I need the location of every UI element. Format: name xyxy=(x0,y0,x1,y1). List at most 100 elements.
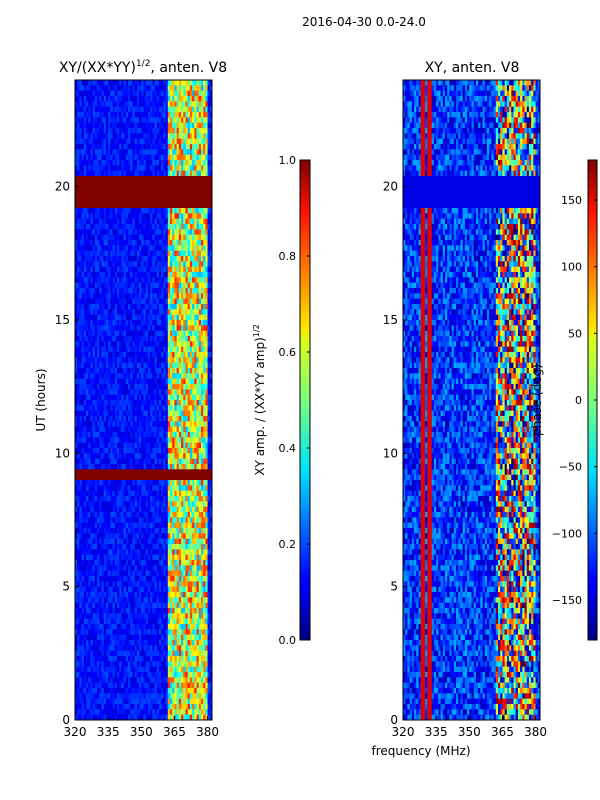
heatmap-cell xyxy=(172,80,175,86)
heatmap-cell xyxy=(189,165,193,172)
heatmap-cell xyxy=(108,245,111,252)
heatmap-cell xyxy=(94,106,98,113)
heatmap-cell xyxy=(152,298,155,305)
heatmap-cell xyxy=(141,453,144,460)
heatmap-cell xyxy=(132,336,136,342)
heatmap-cell xyxy=(110,250,113,257)
heatmap-cell xyxy=(181,117,184,124)
heatmap-cell xyxy=(134,368,138,374)
heatmap-cell xyxy=(187,80,191,86)
heatmap-cell xyxy=(75,154,78,161)
heatmap-cell xyxy=(189,501,193,508)
heatmap-cell xyxy=(192,432,195,438)
heatmap-cell xyxy=(147,261,151,268)
heatmap-cell xyxy=(108,133,111,140)
heatmap-cell xyxy=(101,485,105,492)
heatmap-cell xyxy=(143,101,147,108)
heatmap-cell xyxy=(174,128,178,134)
heatmap-cell xyxy=(143,149,147,156)
heatmap-cell xyxy=(99,112,102,118)
heatmap-cell xyxy=(152,90,155,97)
heatmap-cell xyxy=(145,149,149,156)
heatmap-cell xyxy=(141,165,144,172)
heatmap-cell xyxy=(207,240,211,246)
heatmap-cell xyxy=(114,128,118,134)
heatmap-cell xyxy=(196,480,200,486)
heatmap-cell xyxy=(152,192,155,198)
heatmap-cell xyxy=(123,144,127,150)
heatmap-cell xyxy=(205,165,208,172)
heatmap-cell xyxy=(125,90,129,97)
heatmap-cell xyxy=(136,293,140,300)
heatmap-cell xyxy=(86,362,89,369)
heatmap-cell xyxy=(79,208,83,214)
heatmap-cell xyxy=(75,192,78,198)
amplitude-panel-title: XY/(XX*YY)1/2, anten. V8 xyxy=(59,59,227,76)
heatmap-cell xyxy=(178,421,182,428)
heatmap-cell xyxy=(141,304,144,310)
heatmap-cell xyxy=(167,213,171,220)
heatmap-cell xyxy=(116,149,120,156)
heatmap-cell xyxy=(75,442,78,449)
heatmap-cell xyxy=(119,458,122,465)
heatmap-cell xyxy=(79,282,83,289)
heatmap-cell xyxy=(119,170,122,177)
heatmap-cell xyxy=(125,128,129,134)
heatmap-cell xyxy=(185,325,189,332)
heatmap-cell xyxy=(181,160,184,166)
heatmap-cell xyxy=(119,469,122,476)
heatmap-cell xyxy=(152,224,155,230)
heatmap-cell xyxy=(189,336,193,342)
heatmap-cell xyxy=(119,448,122,454)
heatmap-cell xyxy=(152,474,155,481)
heatmap-cell xyxy=(94,112,98,118)
heatmap-cell xyxy=(172,400,175,406)
heatmap-cell xyxy=(134,90,138,97)
heatmap-cell xyxy=(108,362,111,369)
heatmap-cell xyxy=(90,405,94,412)
heatmap-cell xyxy=(183,117,186,124)
heatmap-cell xyxy=(114,432,118,438)
heatmap-cell xyxy=(172,256,175,262)
heatmap-cell xyxy=(203,389,206,396)
heatmap-cell xyxy=(209,80,213,86)
heatmap-cell xyxy=(156,352,160,358)
heatmap-cell xyxy=(194,464,197,470)
heatmap-cell xyxy=(163,416,166,422)
heatmap-cell xyxy=(185,330,189,337)
heatmap-cell xyxy=(88,218,91,225)
heatmap-cell xyxy=(101,106,105,113)
heatmap-cell xyxy=(163,101,166,108)
heatmap-cell xyxy=(152,149,155,156)
heatmap-cell xyxy=(114,400,118,406)
heatmap-cell xyxy=(165,501,169,508)
heatmap-cell xyxy=(207,288,211,294)
heatmap-cell xyxy=(99,224,102,230)
heatmap-cell xyxy=(152,330,155,337)
heatmap-cell xyxy=(83,453,87,460)
heatmap-cell xyxy=(83,341,87,348)
heatmap-cell xyxy=(83,272,87,278)
heatmap-cell xyxy=(119,96,122,102)
heatmap-cell xyxy=(189,298,193,305)
heatmap-cell xyxy=(110,234,113,241)
heatmap-cell xyxy=(119,506,122,513)
heatmap-cell xyxy=(121,240,125,246)
heatmap-cell xyxy=(130,298,133,305)
heatmap-cell xyxy=(75,346,78,353)
heatmap-cell xyxy=(176,320,180,326)
heatmap-cell xyxy=(141,144,144,150)
heatmap-cell xyxy=(145,101,149,108)
heatmap-cell xyxy=(139,192,142,198)
heatmap-cell xyxy=(205,373,208,380)
heatmap-cell xyxy=(172,154,175,161)
heatmap-cell xyxy=(203,213,206,220)
heatmap-cell xyxy=(83,261,87,268)
heatmap-cell xyxy=(108,122,111,129)
heatmap-cell xyxy=(134,213,138,220)
heatmap-cell xyxy=(101,384,105,390)
heatmap-cell xyxy=(99,176,102,182)
heatmap-cell xyxy=(200,240,204,246)
heatmap-cell xyxy=(119,416,122,422)
heatmap-cell xyxy=(145,240,149,246)
